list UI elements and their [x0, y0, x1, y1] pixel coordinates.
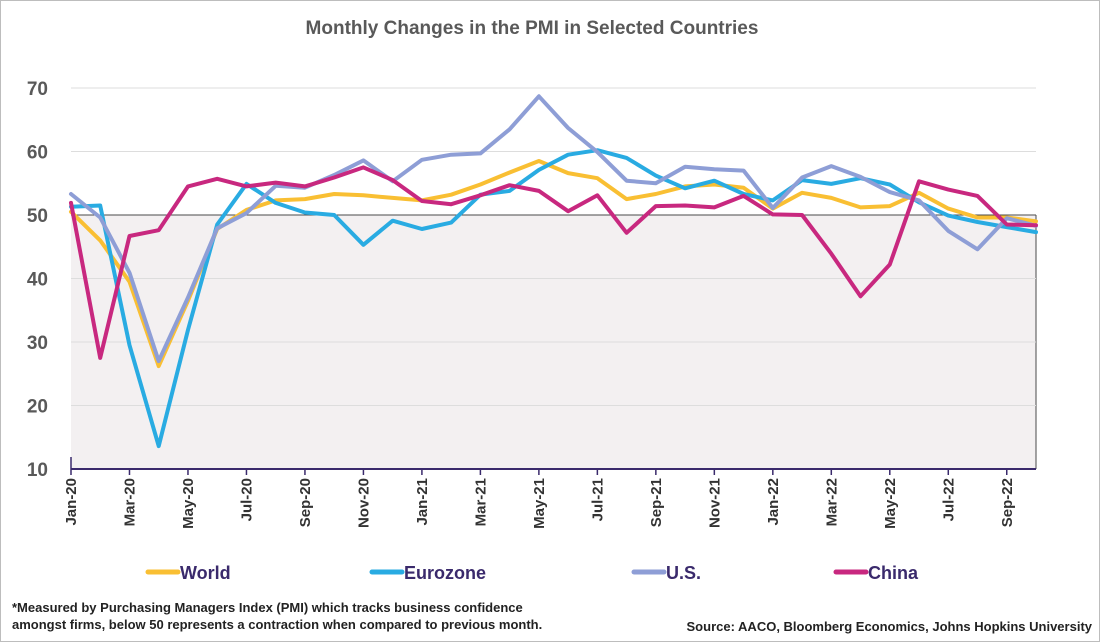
y-tick-label: 10: [27, 460, 48, 481]
x-tick-label: Sep-21: [648, 478, 665, 527]
x-tick-label: Jul-20: [238, 478, 255, 521]
x-tick-label: Mar-21: [472, 478, 489, 526]
x-tick-label: Sep-22: [999, 478, 1016, 527]
x-tick-label: Jan-22: [765, 478, 782, 526]
y-tick-label: 30: [27, 333, 48, 354]
x-tick-label: Mar-22: [823, 478, 840, 526]
legend-item-us: U.S.: [631, 563, 701, 583]
chart-title: Monthly Changes in the PMI in Selected C…: [305, 18, 759, 39]
legend-label: U.S.: [666, 563, 701, 583]
y-tick-label: 70: [27, 79, 48, 100]
source-note: Source: AACO, Bloomberg Economics, Johns…: [686, 619, 1092, 634]
footnote-line-2: amongst firms, below 50 represents a con…: [12, 617, 543, 632]
legend-label: Eurozone: [404, 563, 486, 583]
legend-item-eurozone: Eurozone: [369, 563, 486, 583]
legend-item-world: World: [145, 563, 231, 583]
x-tick-label: Sep-20: [297, 478, 314, 527]
legend-label: World: [180, 563, 231, 583]
y-tick-label: 50: [27, 206, 48, 227]
series-line-eurozone: [69, 148, 1038, 449]
y-tick-label: 20: [27, 397, 48, 418]
x-tick-label: Jan-20: [63, 478, 80, 526]
series-line-us: [69, 94, 1038, 364]
footnote: *Measured by Purchasing Managers Index (…: [12, 599, 632, 633]
x-tick-label: Nov-21: [706, 478, 723, 528]
series-line-china: [69, 165, 1038, 360]
legend-item-china: China: [833, 563, 919, 583]
footnote-line-1: *Measured by Purchasing Managers Index (…: [12, 600, 523, 615]
x-tick-label: Jul-21: [589, 478, 606, 521]
legend-label: China: [868, 563, 919, 583]
x-tick-label: Mar-20: [121, 478, 138, 526]
y-tick-label: 60: [27, 143, 48, 164]
x-tick-label: Jan-21: [414, 478, 431, 526]
x-tick-label: Nov-20: [355, 478, 372, 528]
x-tick-label: May-22: [882, 478, 899, 529]
y-tick-label: 40: [27, 270, 48, 291]
x-tick-label: Jul-22: [940, 478, 957, 521]
x-tick-label: May-20: [180, 478, 197, 529]
x-tick-label: May-21: [531, 478, 548, 529]
